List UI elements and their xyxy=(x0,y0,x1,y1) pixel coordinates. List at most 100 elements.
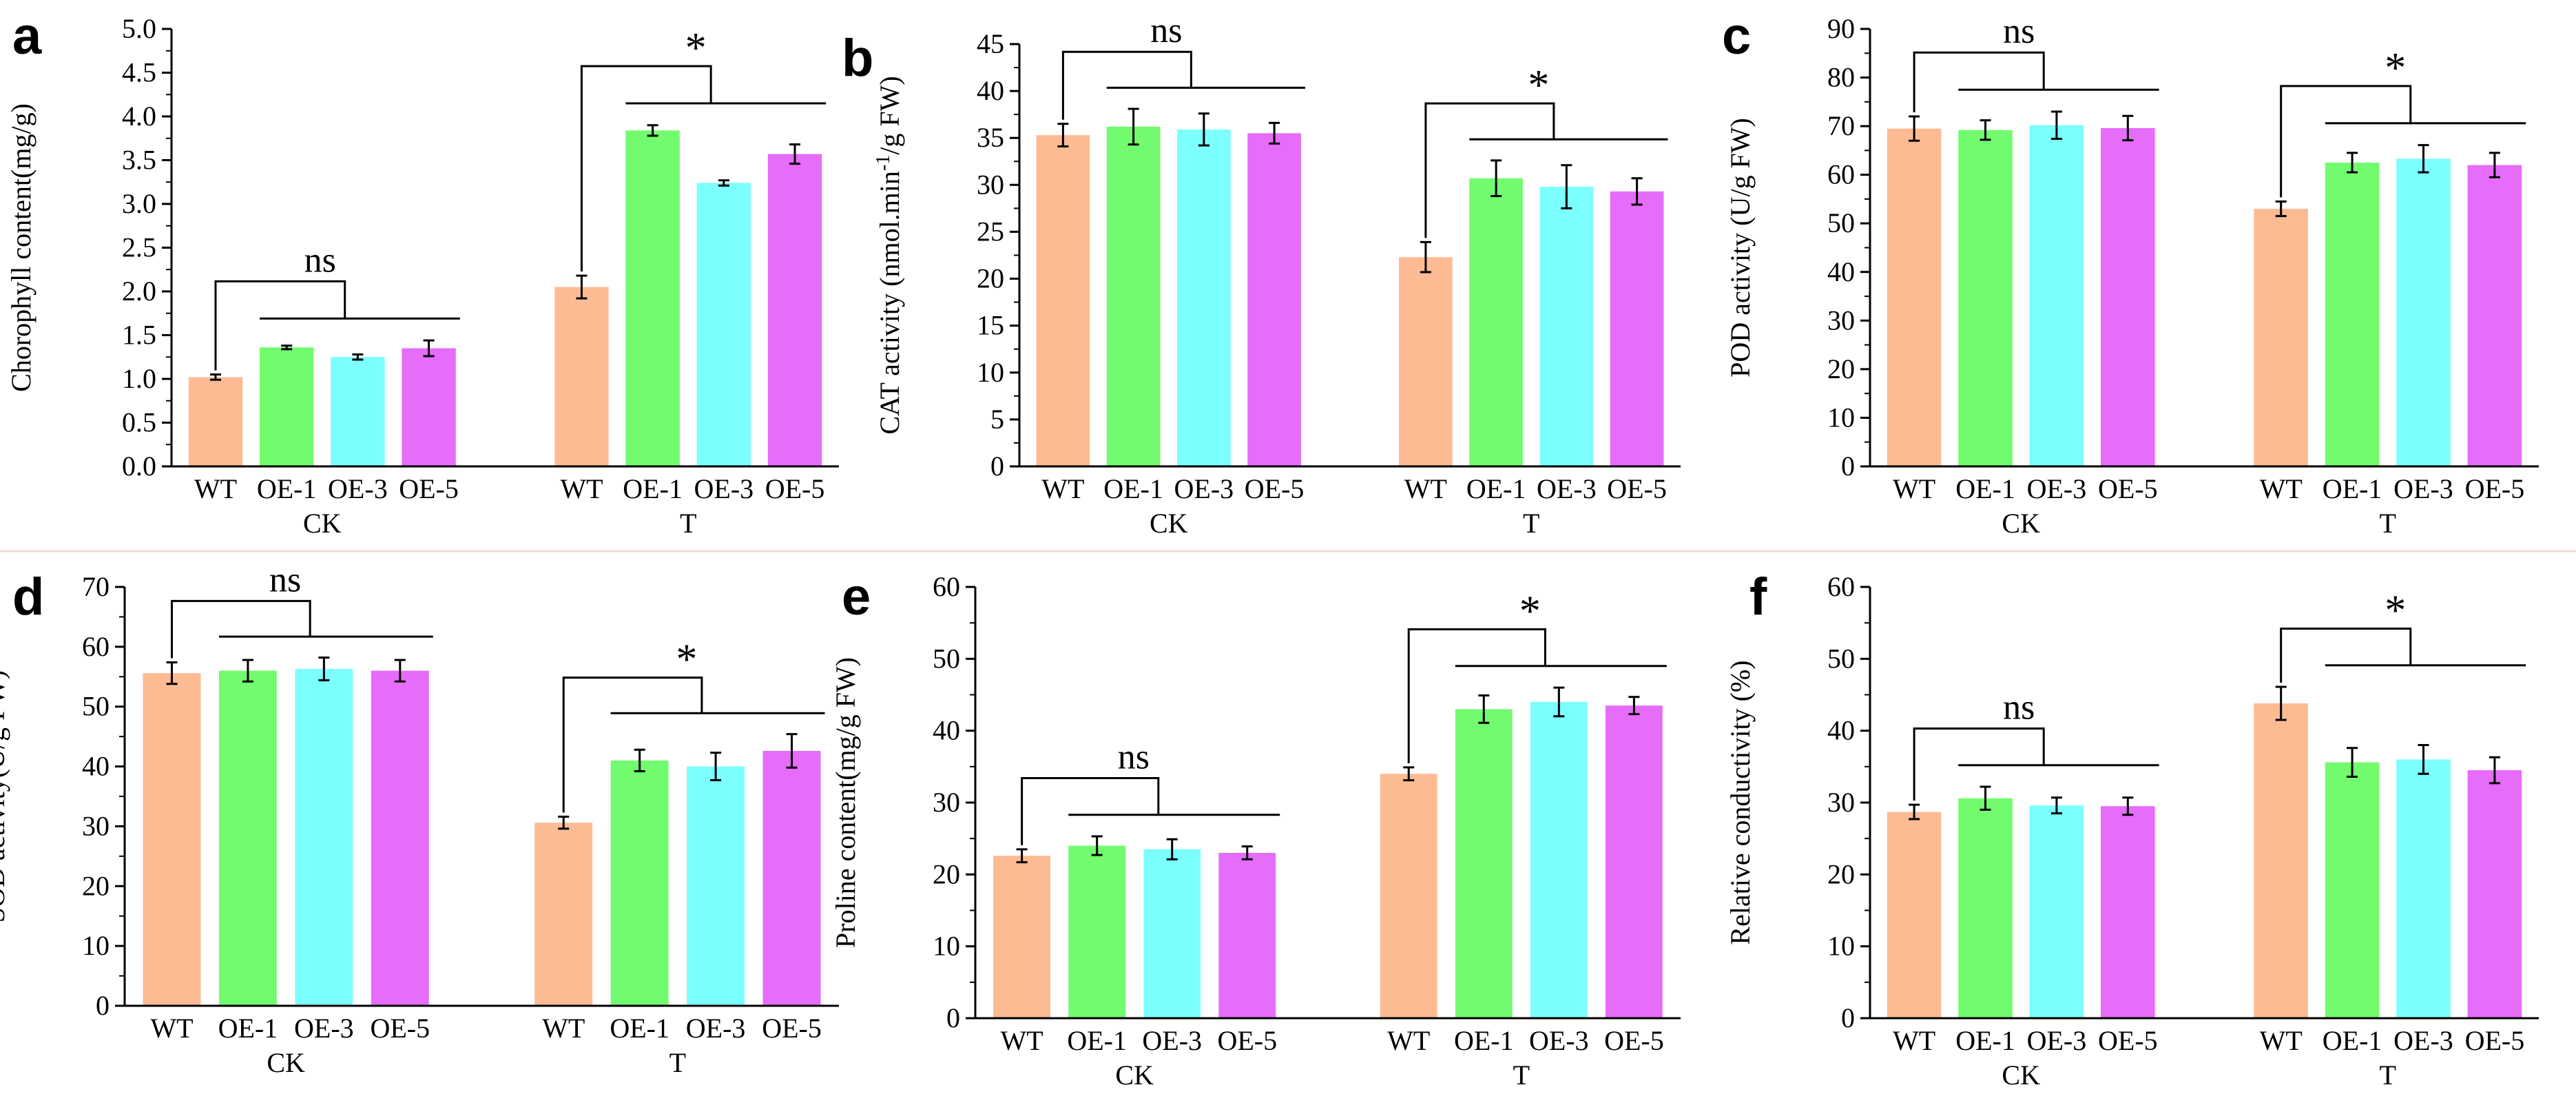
bar-oe-3-ck xyxy=(2029,125,2084,466)
x-tick-label: WT xyxy=(1893,1025,1935,1056)
y-tick-label: 70 xyxy=(1827,110,1855,141)
x-group-label: T xyxy=(680,508,696,539)
bar-oe-3-ck xyxy=(2029,805,2084,1018)
x-tick-label: OE-5 xyxy=(765,473,825,504)
x-tick-label: WT xyxy=(194,473,237,504)
significance-bracket xyxy=(214,280,346,371)
x-tick-label: OE-1 xyxy=(1103,473,1163,504)
y-tick-label: 20 xyxy=(1827,353,1855,384)
significance-label: * xyxy=(2385,588,2406,634)
y-tick-label: 0 xyxy=(990,451,1004,482)
y-tick-label: 2.5 xyxy=(122,232,156,263)
x-tick-label: OE-3 xyxy=(1174,473,1234,504)
x-group-label: T xyxy=(2380,508,2396,539)
bar-oe-1-ck xyxy=(1958,798,2013,1018)
bar-oe-1-ck xyxy=(1958,130,2013,466)
x-group-label: CK xyxy=(1150,508,1188,539)
significance-bracket xyxy=(1021,777,1160,845)
bar-wt-t xyxy=(1380,774,1437,1018)
x-tick-label: WT xyxy=(542,1013,585,1044)
y-tick-label: 0 xyxy=(1841,451,1855,482)
y-tick-label: 30 xyxy=(1827,304,1855,335)
x-tick-label: OE-1 xyxy=(1454,1025,1514,1056)
y-tick-label: 30 xyxy=(1827,787,1855,818)
y-tick-label: 50 xyxy=(82,691,110,722)
y-tick-label: 40 xyxy=(1827,256,1855,287)
bar-oe-1-t xyxy=(2325,762,2380,1018)
x-tick-label: OE-3 xyxy=(2393,1025,2453,1056)
x-tick-label: WT xyxy=(560,473,603,504)
bar-wt-ck xyxy=(1887,128,1942,466)
x-tick-label: OE-1 xyxy=(623,473,683,504)
x-tick-label: OE-1 xyxy=(1067,1025,1127,1056)
x-tick-label: OE-3 xyxy=(2393,473,2453,504)
y-tick-label: 20 xyxy=(82,870,110,901)
y-axis-label: Relative conductivity (%) xyxy=(1725,660,1756,944)
bar-wt-t xyxy=(1399,257,1453,466)
x-tick-label: WT xyxy=(1387,1025,1430,1056)
chart-panel-f: f Relative conductivity (%) 0 10 20 30 40 50 60 n… xyxy=(1725,568,2539,1091)
bar-oe-1-t xyxy=(610,760,669,1006)
panel-letter: a xyxy=(12,7,42,65)
bar-oe-1-t xyxy=(1469,178,1523,466)
y-tick-label: 4.0 xyxy=(122,101,156,132)
bar-wt-ck xyxy=(993,856,1051,1018)
x-tick-label: OE-5 xyxy=(1604,1025,1664,1056)
significance-bracket xyxy=(1913,727,2045,801)
significance-label: * xyxy=(676,637,697,683)
x-tick-label: OE-5 xyxy=(399,473,459,504)
significance-bracket xyxy=(2280,85,2412,198)
x-tick-label: OE-1 xyxy=(1466,473,1526,504)
bar-oe-5-ck xyxy=(2101,806,2155,1018)
y-tick-label: 30 xyxy=(977,169,1004,200)
y-tick-label: 4.5 xyxy=(122,57,156,88)
bar-oe-5-t xyxy=(1610,191,1664,466)
x-tick-label: OE-3 xyxy=(2027,1025,2087,1056)
y-tick-label: 40 xyxy=(1827,715,1855,746)
y-tick-label: 40 xyxy=(977,75,1004,106)
x-tick-label: WT xyxy=(150,1013,193,1044)
x-group-label: T xyxy=(2380,1060,2396,1091)
x-group-label: T xyxy=(1523,508,1539,539)
y-tick-label: 20 xyxy=(1827,858,1855,889)
significance-bracket xyxy=(580,65,712,272)
y-tick-label: 40 xyxy=(82,751,110,782)
bar-oe-5-ck xyxy=(1247,133,1301,466)
y-axis-label: Proline content(mg/g FW) xyxy=(830,657,861,948)
y-tick-label: 0 xyxy=(1841,1002,1855,1033)
x-tick-label: OE-5 xyxy=(2465,473,2525,504)
y-tick-label: 10 xyxy=(977,357,1004,388)
bar-oe-5-ck xyxy=(371,670,429,1006)
x-tick-label: WT xyxy=(1041,473,1084,504)
bar-oe-5-t xyxy=(2467,165,2522,467)
x-tick-label: OE-5 xyxy=(2465,1025,2525,1056)
chart-panel-e: e Proline content(mg/g FW) 0 10 20 30 40 50 60 ns… xyxy=(830,568,1681,1091)
bar-oe-3-t xyxy=(1530,701,1588,1018)
bar-wt-ck xyxy=(1036,135,1090,466)
bar-oe-3-t xyxy=(2396,759,2451,1018)
significance-bracket xyxy=(170,599,311,659)
bar-wt-ck xyxy=(1887,812,1942,1018)
bar-oe-5-t xyxy=(1605,705,1663,1018)
panel-letter: d xyxy=(12,568,44,626)
y-tick-label: 10 xyxy=(1827,931,1855,962)
bar-oe-3-ck xyxy=(331,357,385,466)
y-tick-label: 10 xyxy=(82,930,110,961)
y-tick-label: 0.5 xyxy=(122,407,156,438)
y-axis-label: Chorophyll content(mg/g) xyxy=(6,103,37,392)
significance-label: ns xyxy=(1150,11,1182,50)
y-tick-label: 0 xyxy=(946,1002,960,1033)
y-tick-label: 60 xyxy=(933,571,960,602)
chart-panel-a: a Chorophyll content(mg/g) 0.0 0.5 1.0 1.5 2.0… xyxy=(6,7,839,539)
x-tick-label: OE-3 xyxy=(2027,473,2087,504)
x-tick-label: WT xyxy=(1893,473,1935,504)
y-tick-label: 10 xyxy=(1827,402,1855,433)
chart-panel-c: c POD activity (U/g FW) 0 10 20 30 40 50 60 70 80 9… xyxy=(1722,7,2539,539)
bar-oe-3-ck xyxy=(1143,849,1201,1018)
x-tick-label: OE-1 xyxy=(610,1013,669,1044)
x-tick-label: OE-5 xyxy=(1217,1025,1277,1056)
significance-bracket xyxy=(2280,628,2412,683)
bar-oe-5-ck xyxy=(2101,127,2155,466)
bar-wt-t xyxy=(2254,209,2308,466)
bar-oe-1-ck xyxy=(218,670,277,1006)
